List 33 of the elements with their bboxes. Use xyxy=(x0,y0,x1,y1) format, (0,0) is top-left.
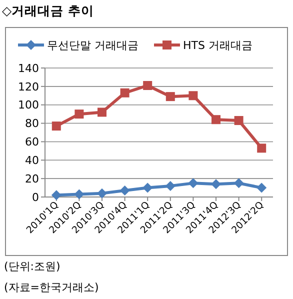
y-tick-label: 20 xyxy=(25,172,39,186)
y-tick-label: 0 xyxy=(32,190,39,204)
y-tick-label: 80 xyxy=(25,117,39,130)
point xyxy=(257,144,266,153)
point xyxy=(212,115,220,124)
y-tick-label: 100 xyxy=(18,98,39,112)
point xyxy=(165,180,176,191)
legend-label: HTS 거래대금 xyxy=(183,38,252,52)
point xyxy=(74,189,84,200)
y-tick-label: 40 xyxy=(25,154,39,167)
point xyxy=(98,108,106,117)
chart-title: ◇거래대금 추이 xyxy=(2,3,94,18)
point xyxy=(51,190,62,200)
point xyxy=(188,91,198,100)
point xyxy=(188,178,198,188)
point xyxy=(256,182,267,193)
point xyxy=(120,186,130,196)
point xyxy=(143,81,152,90)
point xyxy=(234,178,244,188)
y-tick-label: 60 xyxy=(25,136,39,149)
y-tick-label: 140 xyxy=(18,62,39,75)
text: (자료=한국거래소) xyxy=(4,281,99,294)
y-tick-label: 120 xyxy=(18,80,39,94)
point xyxy=(120,88,130,98)
point xyxy=(74,110,84,119)
text: (단위:조원) xyxy=(4,260,60,273)
point xyxy=(234,116,244,126)
legend-label: 무선단말 거래대금 xyxy=(47,38,138,52)
point xyxy=(166,92,175,102)
point xyxy=(142,182,153,193)
point xyxy=(211,179,221,190)
point xyxy=(52,122,61,131)
point xyxy=(97,188,107,198)
